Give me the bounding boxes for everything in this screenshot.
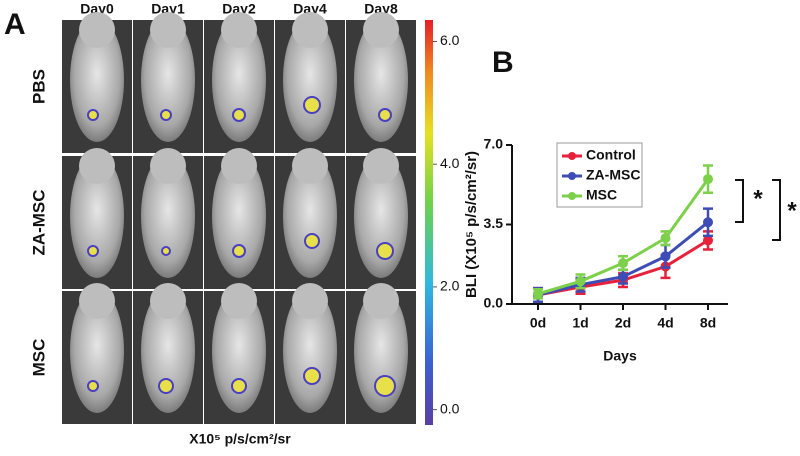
signal: [376, 242, 394, 260]
mouse: [70, 154, 124, 278]
legend-label: MSC: [586, 187, 617, 203]
y-axis-label: BLI (X10⁵ p/s/cm²/sr): [463, 151, 480, 298]
mouse: [354, 18, 408, 142]
signal: [304, 233, 320, 249]
mouse: [141, 289, 195, 413]
signal: [231, 378, 247, 394]
marker: [660, 251, 671, 262]
x-tick-label: 8d: [700, 315, 716, 331]
legend-marker: [568, 192, 576, 200]
column-label: Day8: [364, 1, 398, 17]
colorbar-tick-label: 6.0: [440, 32, 460, 48]
signal: [87, 380, 99, 392]
x-axis-label: Days: [603, 348, 637, 364]
signal: [160, 109, 172, 121]
legend-marker: [568, 172, 576, 180]
bracket: [772, 179, 781, 241]
legend-label: ZA-MSC: [586, 167, 640, 183]
mouse-head: [221, 12, 257, 48]
mouse-head: [150, 12, 186, 48]
mouse: [212, 154, 266, 278]
colorbar: [425, 20, 433, 425]
x-tick-label: 1d: [572, 315, 588, 331]
column-label: Day4: [293, 1, 327, 17]
colorbar-tick-label: 0.0: [440, 400, 460, 416]
mouse-head: [221, 148, 257, 184]
x-tick-label: 0d: [530, 315, 546, 331]
signal: [232, 108, 246, 122]
mouse-head: [292, 12, 328, 48]
mouse: [283, 154, 337, 278]
row-label: ZA-MSC: [29, 189, 48, 255]
column-label: Day2: [222, 1, 256, 17]
row-label: MSC: [29, 339, 48, 377]
signal: [87, 245, 99, 257]
legend-marker: [568, 152, 576, 160]
marker: [703, 235, 713, 246]
x-tick-label: 4d: [657, 315, 673, 331]
mouse-head: [79, 283, 115, 319]
x-tick-label: 2d: [615, 315, 631, 331]
y-tick-label: 0.0: [484, 295, 504, 311]
mouse: [70, 18, 124, 142]
panel-label: B: [492, 46, 514, 79]
mouse: [283, 18, 337, 142]
signal: [303, 367, 321, 385]
mouse-head: [150, 283, 186, 319]
mouse-head: [363, 12, 399, 48]
mouse: [354, 154, 408, 278]
mouse: [70, 289, 124, 413]
mouse-head: [221, 283, 257, 319]
significance: *: [753, 185, 763, 212]
y-tick-label: 3.5: [484, 215, 504, 231]
marker: [618, 271, 628, 282]
signal: [378, 108, 392, 122]
colorbar-tick-label: 2.0: [440, 278, 460, 294]
marker: [703, 217, 713, 228]
mouse: [283, 289, 337, 413]
y-tick-label: 7.0: [484, 136, 504, 152]
mouse-head: [292, 283, 328, 319]
mouse-head: [292, 148, 328, 184]
signal: [303, 96, 321, 114]
marker: [575, 276, 586, 287]
mouse-head: [363, 148, 399, 184]
mouse: [212, 18, 266, 142]
signal: [374, 375, 396, 397]
signal: [158, 378, 174, 394]
colorbar-tick-label: 4.0: [440, 155, 460, 171]
mouse: [141, 18, 195, 142]
legend-label: Control: [586, 147, 636, 163]
mouse-head: [363, 283, 399, 319]
marker: [533, 288, 543, 299]
mouse: [212, 289, 266, 413]
signal: [87, 109, 99, 121]
mouse: [141, 154, 195, 278]
signal: [232, 244, 246, 258]
bracket: [735, 179, 744, 223]
panel-label: A: [4, 8, 26, 41]
row-label: PBS: [29, 69, 48, 104]
mouse-head: [150, 148, 186, 184]
marker: [660, 233, 671, 244]
mouse-head: [79, 12, 115, 48]
colorbar-label: X10⁵ p/s/cm²/sr: [189, 431, 291, 447]
signal: [161, 246, 171, 256]
column-label: Day0: [80, 1, 114, 17]
significance: *: [787, 197, 797, 224]
column-label: Day1: [151, 1, 185, 17]
mouse-head: [79, 148, 115, 184]
marker: [703, 174, 713, 185]
marker: [618, 258, 628, 269]
